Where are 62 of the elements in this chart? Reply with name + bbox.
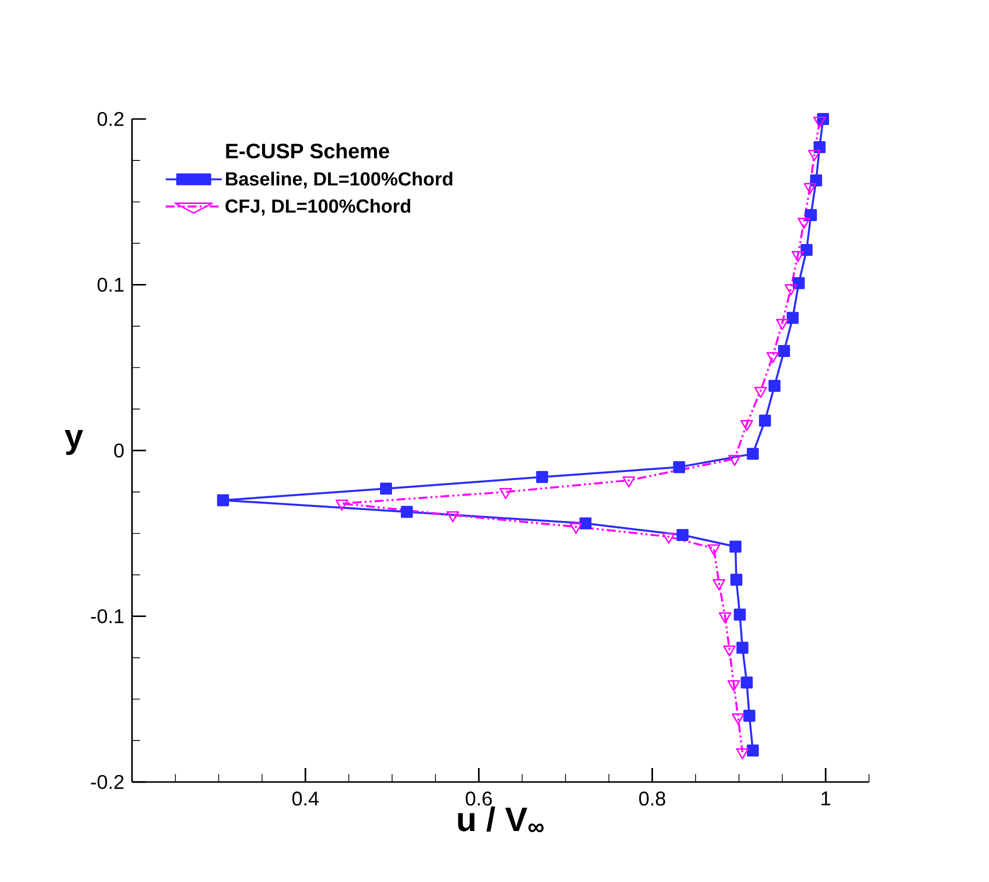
point (718, 612, 732, 624)
point (217, 494, 230, 506)
point (400, 506, 413, 518)
point (814, 141, 826, 154)
point (736, 748, 749, 760)
point (810, 174, 822, 186)
point (784, 284, 798, 296)
point (776, 318, 789, 330)
point (446, 511, 460, 522)
point (536, 471, 548, 484)
point (786, 312, 799, 324)
point (792, 277, 805, 290)
point (792, 250, 804, 262)
point (758, 414, 771, 427)
point (570, 522, 582, 534)
point (766, 352, 780, 364)
point (727, 680, 740, 692)
point (800, 244, 813, 256)
point (730, 574, 742, 586)
point (723, 645, 736, 657)
point (740, 420, 754, 432)
point (499, 488, 512, 500)
point (676, 529, 689, 542)
point (804, 209, 817, 222)
x-axis-title: u / V$_{∞}$ (458, 806, 544, 832)
point (336, 500, 348, 511)
y-tick-label: -0.2 (91, 774, 124, 790)
y-tick-label: 0 (114, 443, 124, 458)
legend-title: E-CUSP Scheme (226, 143, 390, 158)
legend-label: Baseline, DL=100%Chord (226, 172, 452, 188)
point (778, 345, 790, 358)
point (754, 386, 767, 398)
point (804, 183, 816, 194)
point (808, 150, 821, 161)
point (662, 532, 676, 544)
point (813, 116, 826, 128)
point (743, 710, 756, 722)
point (736, 642, 748, 654)
x-tick-label: 0.6 (466, 792, 492, 806)
y-tick-label: 0.1 (98, 278, 124, 292)
point (740, 676, 753, 689)
point (768, 380, 780, 392)
y-tick-label: 0.2 (98, 112, 124, 126)
y-tick-label: -0.1 (91, 609, 124, 624)
y-axis-title: y (64, 430, 84, 455)
point (712, 579, 726, 590)
point (728, 454, 741, 466)
point (622, 476, 636, 488)
point (746, 744, 759, 757)
point (746, 448, 759, 460)
legend-label: CFJ, DL=100%Chord (226, 198, 410, 216)
x-tick-label: 0.8 (639, 792, 666, 806)
point (673, 461, 686, 474)
point (732, 713, 744, 725)
point (734, 608, 746, 621)
x-tick-label: 1 (822, 792, 830, 806)
point (380, 482, 392, 495)
point (579, 517, 592, 530)
point (707, 544, 720, 556)
point (729, 540, 742, 553)
x-tick-label: 0.4 (292, 792, 319, 806)
point (798, 218, 810, 229)
